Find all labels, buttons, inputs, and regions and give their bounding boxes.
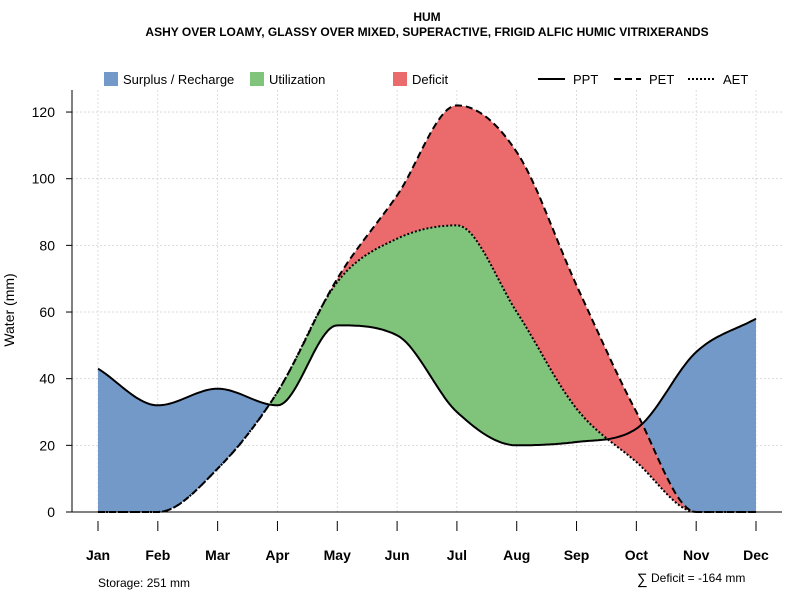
y-tick-label: 0: [47, 504, 55, 520]
y-tick-label: 20: [39, 437, 55, 453]
legend-swatch-surplus-recharge: [104, 72, 118, 86]
legend-label: Utilization: [269, 72, 325, 87]
x-tick-label-jan: Jan: [86, 547, 110, 563]
legend-label: Surplus / Recharge: [123, 72, 234, 87]
x-tick-label-dec: Dec: [743, 547, 769, 563]
y-tick-label: 60: [39, 304, 55, 320]
x-tick-label-sep: Sep: [564, 547, 590, 563]
legend: Surplus / Recharge Utilization Deficit PPT P…: [104, 72, 748, 87]
x-tick-label-aug: Aug: [503, 547, 530, 563]
area-fills: [98, 105, 756, 513]
x-tick-label-mar: Mar: [205, 547, 230, 563]
chart-subtitle: ASHY OVER LOAMY, GLASSY OVER MIXED, SUPE…: [145, 25, 708, 39]
ppt-line: [97, 317, 757, 447]
aet-line: [98, 224, 756, 513]
chart-title: HUM: [413, 10, 440, 24]
y-tick-label: 80: [39, 237, 55, 253]
x-tick-label-jun: Jun: [385, 547, 410, 563]
x-tick-label-nov: Nov: [683, 547, 710, 563]
deficit-annotation: Deficit = -164 mm: [651, 571, 745, 585]
x-tick-label-may: May: [324, 547, 351, 563]
legend-label: Deficit: [412, 72, 449, 87]
axes: 0 20 40 60 80 100 120 Jan Feb Mar Apr May Jun Jul Aug S…: [32, 90, 782, 563]
x-tick-label-oct: Oct: [625, 547, 649, 563]
x-tick-label-feb: Feb: [145, 547, 170, 563]
y-tick-label: 40: [39, 371, 55, 387]
legend-label: PET: [649, 72, 674, 87]
series-lines: [97, 104, 757, 513]
deficit-sum-symbol: ∑: [637, 571, 648, 588]
x-tick-label-jul: Jul: [447, 547, 467, 563]
x-tick-label-apr: Apr: [265, 547, 290, 563]
storage-annotation: Storage: 251 mm: [98, 576, 190, 590]
deficit-area: [98, 105, 756, 513]
legend-swatch-utilization: [250, 72, 264, 86]
legend-swatch-deficit: [393, 72, 407, 86]
y-tick-label: 120: [32, 104, 56, 120]
legend-label: PPT: [573, 72, 598, 87]
legend-label: AET: [723, 72, 748, 87]
y-axis-label: Water (mm): [1, 273, 17, 346]
surplus-recharge-area: [98, 105, 756, 513]
y-tick-label: 100: [32, 171, 56, 187]
